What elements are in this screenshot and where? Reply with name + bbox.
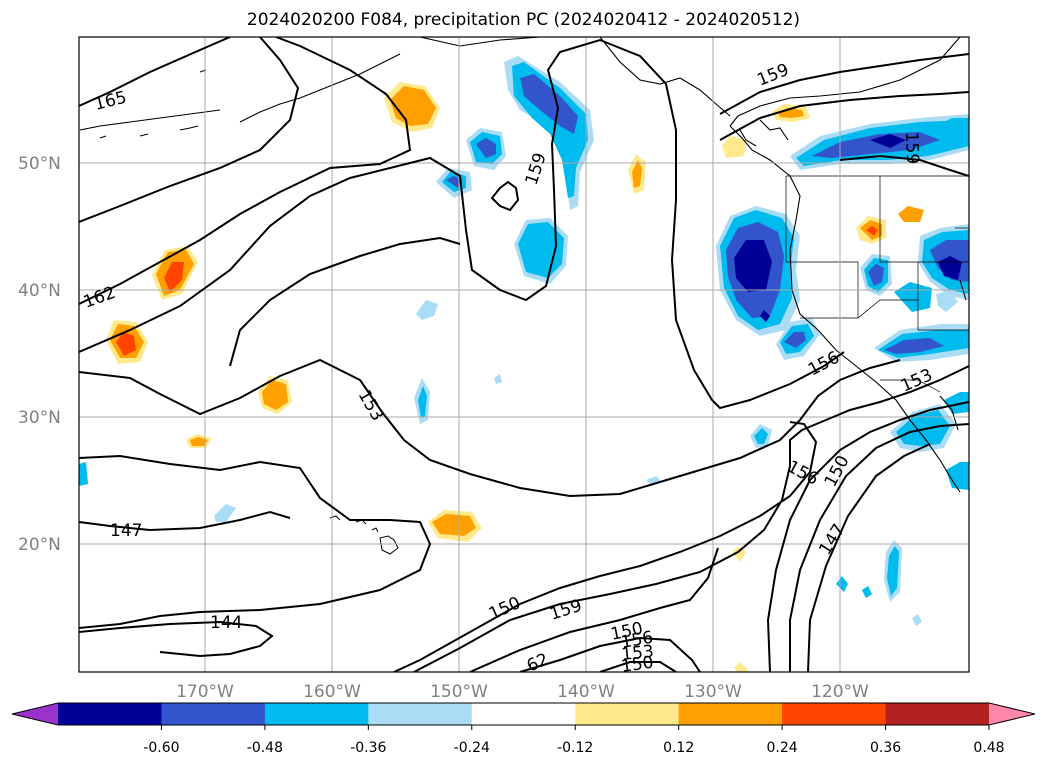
contour-label: 144 — [210, 613, 242, 633]
latitude-labels: 50°N 40°N 30°N 20°N — [18, 154, 61, 555]
lon-label: 160°W — [303, 682, 361, 702]
colorbar-segment — [368, 703, 473, 725]
map-frame — [78, 36, 970, 673]
lat-label: 20°N — [18, 535, 61, 555]
lat-label: 40°N — [18, 281, 61, 301]
colorbar-segment — [58, 703, 162, 725]
colorbar-ticks: -0.60 -0.48 -0.36 -0.24 -0.12 0.12 0.24 0.36 0.4… — [143, 725, 1005, 756]
colorbar-tick-label: -0.12 — [557, 740, 593, 756]
colorbar-segment — [264, 703, 369, 725]
contour-label: 150 — [620, 653, 655, 677]
longitude-labels: 170°W 160°W 150°W 140°W 130°W 120°W — [176, 682, 869, 702]
lon-label: 130°W — [684, 682, 742, 702]
colorbar-extend-min — [12, 703, 58, 725]
colorbar-tick-label: 0.12 — [663, 740, 694, 756]
colorbar: -0.60 -0.48 -0.36 -0.24 -0.12 0.12 0.24 0.36 0.4… — [11, 702, 1036, 756]
lon-label: 150°W — [430, 682, 488, 702]
contour-label: 147 — [110, 521, 142, 541]
map-plot-area: 165 162 159 159 159 156 156 153 153 150 … — [79, 37, 969, 677]
colorbar-tick-label: -0.24 — [454, 740, 490, 756]
contour-label: 62 — [524, 649, 552, 676]
colorbar-tick-label: 0.24 — [767, 740, 798, 756]
lat-label: 50°N — [18, 154, 61, 174]
colorbar-segments — [12, 703, 1035, 725]
colorbar-segment — [678, 703, 783, 725]
lon-label: 120°W — [811, 682, 869, 702]
lon-label: 170°W — [176, 682, 234, 702]
contour-label: 159 — [901, 131, 922, 164]
height-contours — [79, 37, 969, 672]
colorbar-segment — [885, 703, 990, 725]
colorbar-segment — [782, 703, 887, 725]
colorbar-segment — [471, 703, 576, 725]
colorbar-tick-label: -0.36 — [350, 740, 386, 756]
colorbar-outline — [11, 702, 1036, 726]
colorbar-extend-max — [989, 703, 1035, 725]
lon-label: 140°W — [557, 682, 615, 702]
colorbar-tick-label: 0.48 — [973, 740, 1004, 756]
islands — [99, 69, 399, 555]
precip-shading — [79, 56, 969, 672]
colorbar-segment — [161, 703, 266, 725]
colorbar-tick-label: -0.60 — [143, 740, 179, 756]
negative-anomaly-patches — [79, 56, 969, 626]
colorbar-tick-label: 0.36 — [870, 740, 901, 756]
colorbar-tick-label: -0.48 — [247, 740, 283, 756]
contour-label: 153 — [620, 642, 654, 665]
map-title: 2024020200 F084, precipitation PC (20240… — [246, 10, 801, 30]
colorbar-segment — [575, 703, 680, 725]
contour-labels: 165 162 159 159 159 156 156 153 153 150 … — [81, 60, 936, 677]
positive-anomaly-patches — [106, 82, 924, 672]
lat-label: 30°N — [18, 408, 61, 428]
